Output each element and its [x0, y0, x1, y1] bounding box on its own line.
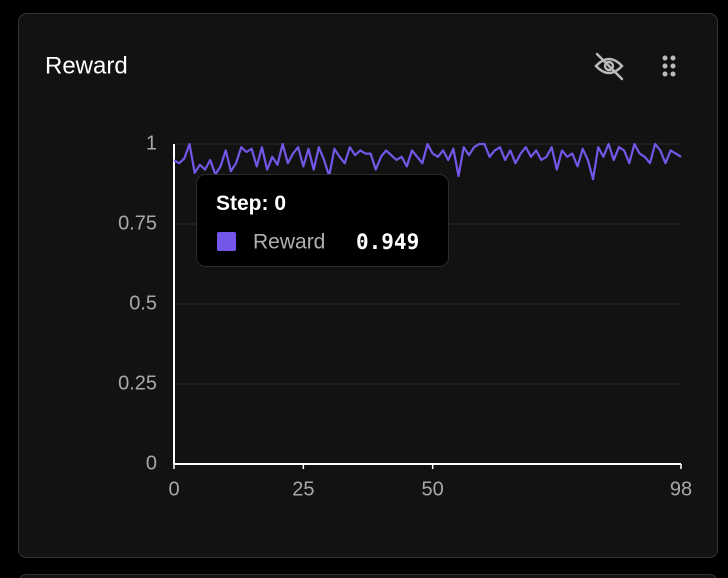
x-tick-label: 25 [292, 478, 314, 500]
x-tick-label: 0 [168, 478, 179, 500]
x-tick-label: 98 [670, 478, 692, 500]
y-tick-label: 0.5 [129, 292, 157, 314]
tooltip: Step: 0 Reward 0.949 [196, 174, 449, 267]
y-tick-label: 0.25 [118, 372, 157, 394]
next-card [19, 574, 717, 578]
tooltip-step: Step: 0 [216, 192, 286, 215]
tooltip-label: Step: [216, 192, 269, 215]
chart-title: Reward [45, 52, 128, 79]
x-tick-label: 50 [422, 478, 444, 500]
card [18, 13, 718, 558]
tooltip-series: Reward [253, 231, 325, 254]
tooltip-value: 0.949 [356, 230, 419, 254]
hide-icon[interactable] [594, 52, 624, 81]
y-tick-label: 1 [146, 132, 157, 154]
tooltip-box [196, 174, 449, 267]
y-tick-label: 0.75 [118, 212, 157, 234]
series-line [173, 142, 682, 181]
drag-handle[interactable] [662, 55, 676, 77]
tooltip-swatch [217, 232, 236, 251]
y-tick-label: 0 [146, 452, 157, 474]
tooltip-step-value: 0 [274, 192, 286, 215]
